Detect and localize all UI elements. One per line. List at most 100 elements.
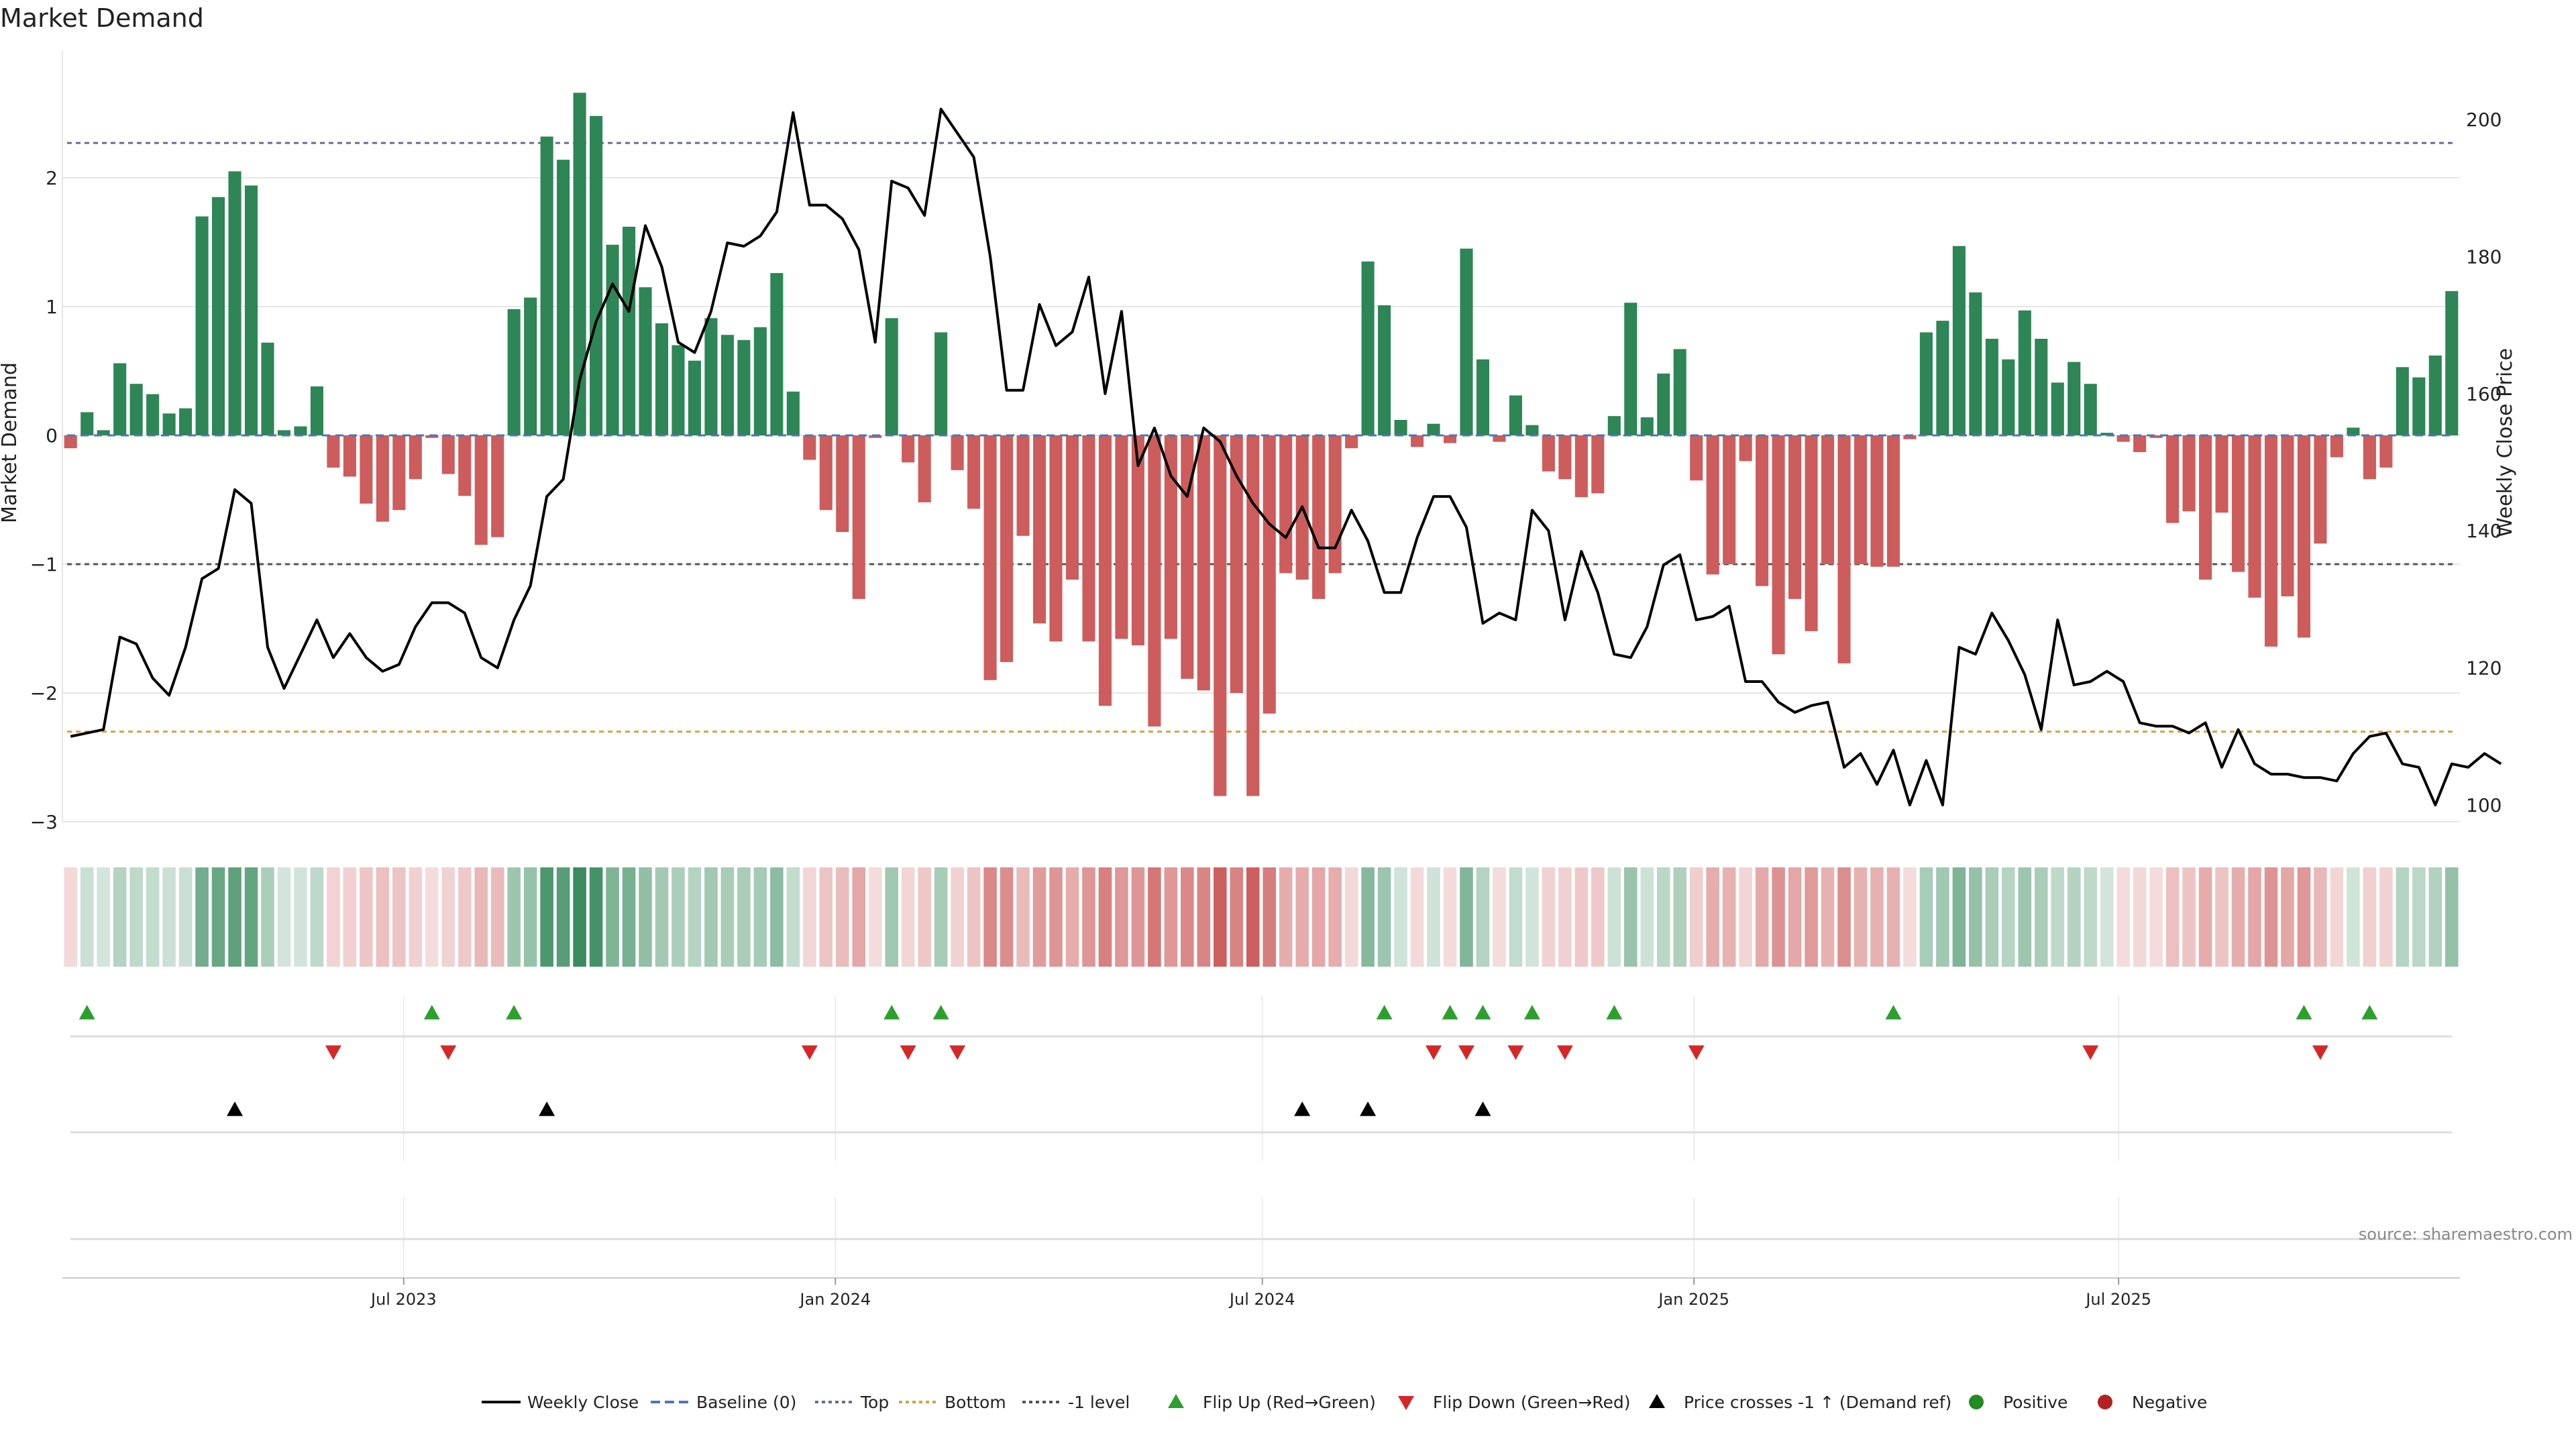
flip-down-marker	[900, 1045, 916, 1060]
heat-cell	[1032, 867, 1046, 967]
heat-cell	[2314, 867, 2327, 967]
demand-bar	[688, 360, 702, 435]
legend-item: Flip Down (Green→Red)	[1398, 1393, 1631, 1412]
price-cross-marker	[227, 1102, 244, 1116]
legend-label: Weekly Close	[527, 1393, 639, 1412]
heat-cell	[228, 867, 241, 967]
legend-label: Positive	[2003, 1393, 2068, 1412]
heat-cell	[2231, 867, 2245, 967]
heat-cell	[1246, 867, 1260, 967]
heat-cell	[1739, 867, 1752, 967]
demand-bar	[1952, 246, 1966, 435]
heat-cell	[1854, 867, 1868, 967]
heat-cell	[1623, 867, 1638, 967]
x-tick-label: Jan 2024	[798, 1290, 871, 1309]
heat-cell	[2133, 867, 2147, 967]
demand-bar	[1197, 435, 1210, 691]
demand-bar	[2412, 377, 2426, 435]
heat-cell	[1509, 867, 1523, 967]
heat-cell	[1279, 867, 1293, 967]
heat-cell	[819, 867, 833, 967]
demand-bar	[1821, 435, 1835, 564]
heat-cell	[261, 867, 274, 967]
heat-cell	[113, 867, 127, 967]
demand-bar	[1098, 435, 1112, 706]
flip-up-marker	[1442, 1005, 1458, 1020]
legend-label: Negative	[2132, 1393, 2207, 1412]
demand-bar	[2231, 435, 2245, 572]
demand-bar	[672, 345, 685, 435]
price-cross-marker	[1474, 1102, 1491, 1116]
demand-bar	[1328, 435, 1342, 574]
flip-up-marker	[2296, 1005, 2312, 1020]
heat-cell	[639, 867, 652, 967]
demand-bar	[2297, 435, 2310, 638]
demand-bar	[819, 435, 833, 511]
demand-bar	[2133, 435, 2147, 452]
heat-cell	[310, 867, 324, 967]
flip-down-marker	[2082, 1045, 2099, 1060]
flip-down-marker	[1507, 1045, 1524, 1060]
demand-bar	[491, 435, 504, 537]
heat-cell	[523, 867, 537, 967]
heat-cell	[1344, 867, 1358, 967]
demand-bar	[2347, 427, 2360, 435]
demand-bar	[2116, 435, 2130, 442]
demand-bar	[1756, 435, 1769, 586]
legend-item: Top	[815, 1393, 889, 1412]
demand-bar	[2428, 355, 2442, 435]
heat-cell	[737, 867, 751, 967]
heat-cell	[803, 867, 816, 967]
heat-cell	[1805, 867, 1818, 967]
heat-cell	[376, 867, 390, 967]
demand-bar	[2199, 435, 2212, 580]
flip-down-marker	[1458, 1045, 1474, 1060]
demand-bar	[1115, 435, 1128, 639]
heat-cell	[1476, 867, 1490, 967]
demand-bar	[1378, 305, 1391, 435]
legend-label: -1 level	[1068, 1393, 1130, 1412]
heat-cell	[2116, 867, 2130, 967]
demand-bar	[836, 435, 849, 532]
heat-cell	[409, 867, 423, 967]
demand-bar	[64, 435, 77, 449]
demand-bar	[261, 342, 274, 435]
heat-cell	[573, 867, 586, 967]
demand-bar	[1509, 395, 1522, 435]
chart-title: Market Demand	[0, 3, 204, 33]
heat-cell	[753, 867, 767, 967]
demand-bar	[327, 435, 340, 468]
demand-bar	[1230, 435, 1243, 693]
heat-cell	[1377, 867, 1391, 967]
heat-cell	[835, 867, 849, 967]
legend: Weekly Close Baseline (0) Top Bottom -1 leve…	[482, 1393, 2207, 1412]
flip-up-marker	[1474, 1005, 1491, 1020]
flip-up-marker	[1885, 1005, 1902, 1020]
y-tick-label: 2	[46, 167, 58, 189]
demand-bar	[2100, 433, 2114, 435]
demand-bar	[244, 185, 258, 435]
flip-down-marker	[2312, 1045, 2328, 1060]
demand-bar	[1542, 435, 1555, 472]
demand-heat-strip	[64, 867, 2459, 967]
heat-cell	[918, 867, 931, 967]
demand-bar	[557, 160, 570, 435]
flip-down-marker	[949, 1045, 966, 1060]
demand-bar	[1263, 435, 1276, 714]
demand-bar	[918, 435, 931, 502]
heat-cell	[1542, 867, 1556, 967]
legend-item: Negative	[2098, 1393, 2207, 1412]
demand-bar	[1985, 339, 1998, 435]
heat-cell	[1197, 867, 1211, 967]
demand-bar	[753, 327, 767, 435]
demand-bar	[1558, 435, 1572, 480]
heat-cell	[1755, 867, 1769, 967]
heat-cell	[622, 867, 636, 967]
legend-swatch	[2098, 1395, 2112, 1409]
heat-cell	[458, 867, 472, 967]
flip-up-marker	[932, 1005, 949, 1020]
demand-bar	[737, 339, 751, 435]
y-axis-ticks: −3 −2 −1 0 1 2	[30, 167, 58, 833]
demand-bar	[1788, 435, 1802, 599]
heat-cell	[1936, 867, 1949, 967]
